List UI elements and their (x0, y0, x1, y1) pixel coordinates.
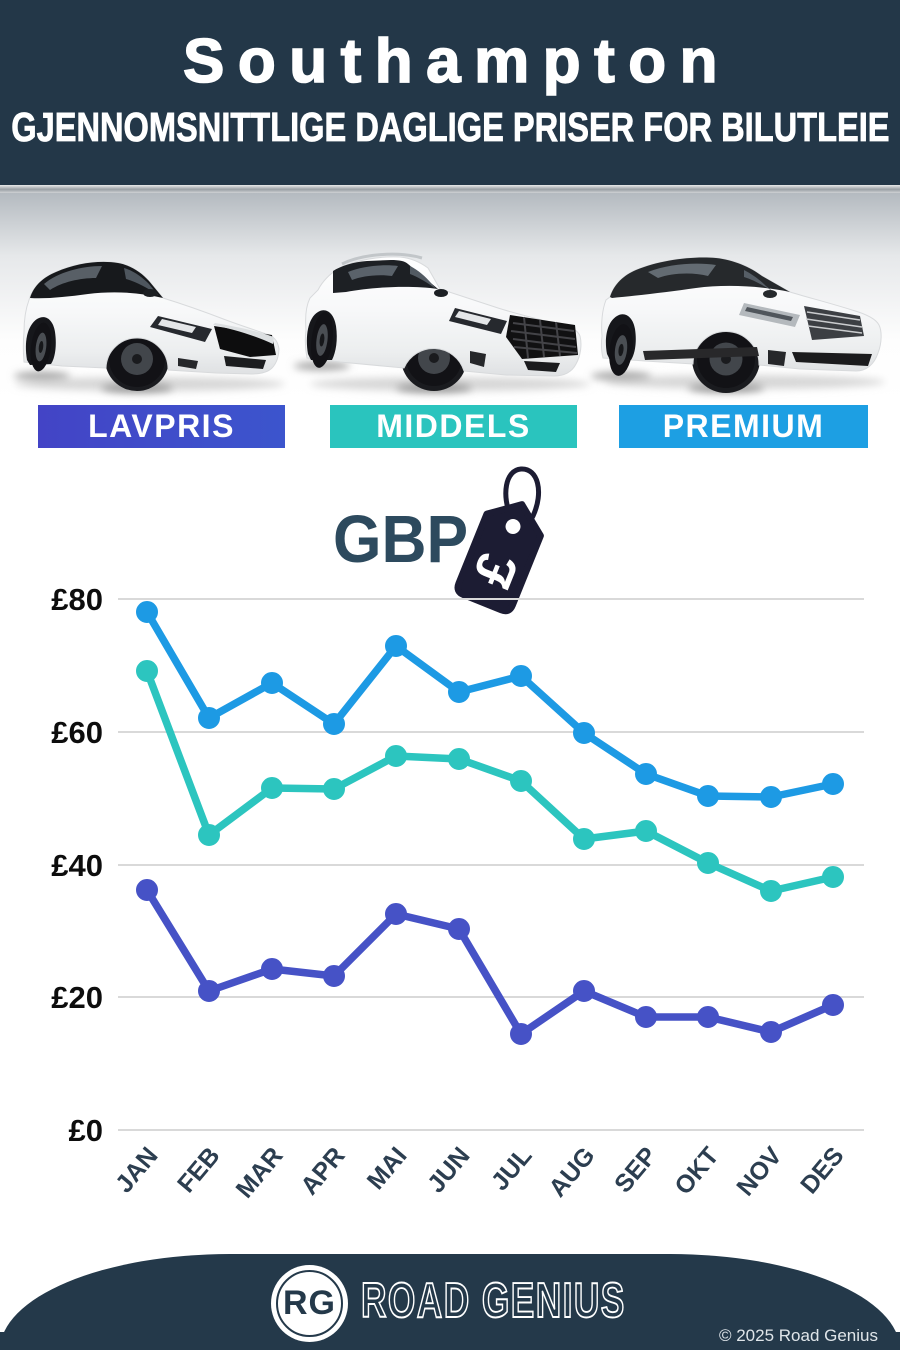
svg-text:OKT: OKT (669, 1142, 724, 1200)
svg-text:JUL: JUL (486, 1142, 538, 1196)
svg-text:JAN: JAN (110, 1142, 164, 1198)
svg-text:£40: £40 (51, 848, 103, 883)
svg-text:£80: £80 (51, 582, 103, 617)
svg-text:DES: DES (795, 1142, 849, 1199)
svg-text:JUN: JUN (422, 1142, 476, 1198)
svg-text:MAI: MAI (362, 1142, 413, 1195)
svg-text:SEP: SEP (609, 1142, 663, 1198)
svg-text:£0: £0 (69, 1113, 103, 1148)
svg-text:FEB: FEB (172, 1142, 226, 1198)
svg-text:£60: £60 (51, 715, 103, 750)
svg-text:APR: APR (295, 1142, 350, 1200)
svg-text:£20: £20 (51, 980, 103, 1015)
svg-text:AUG: AUG (543, 1142, 600, 1203)
svg-text:NOV: NOV (731, 1142, 787, 1202)
svg-text:MAR: MAR (231, 1142, 289, 1204)
